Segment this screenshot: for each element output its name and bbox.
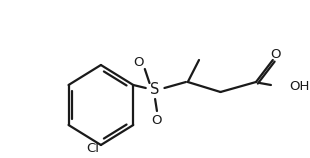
Text: O: O: [133, 55, 144, 69]
Text: O: O: [270, 49, 281, 61]
Text: S: S: [150, 82, 160, 97]
Text: OH: OH: [290, 80, 310, 94]
Text: O: O: [152, 113, 162, 127]
Text: Cl: Cl: [86, 142, 99, 155]
